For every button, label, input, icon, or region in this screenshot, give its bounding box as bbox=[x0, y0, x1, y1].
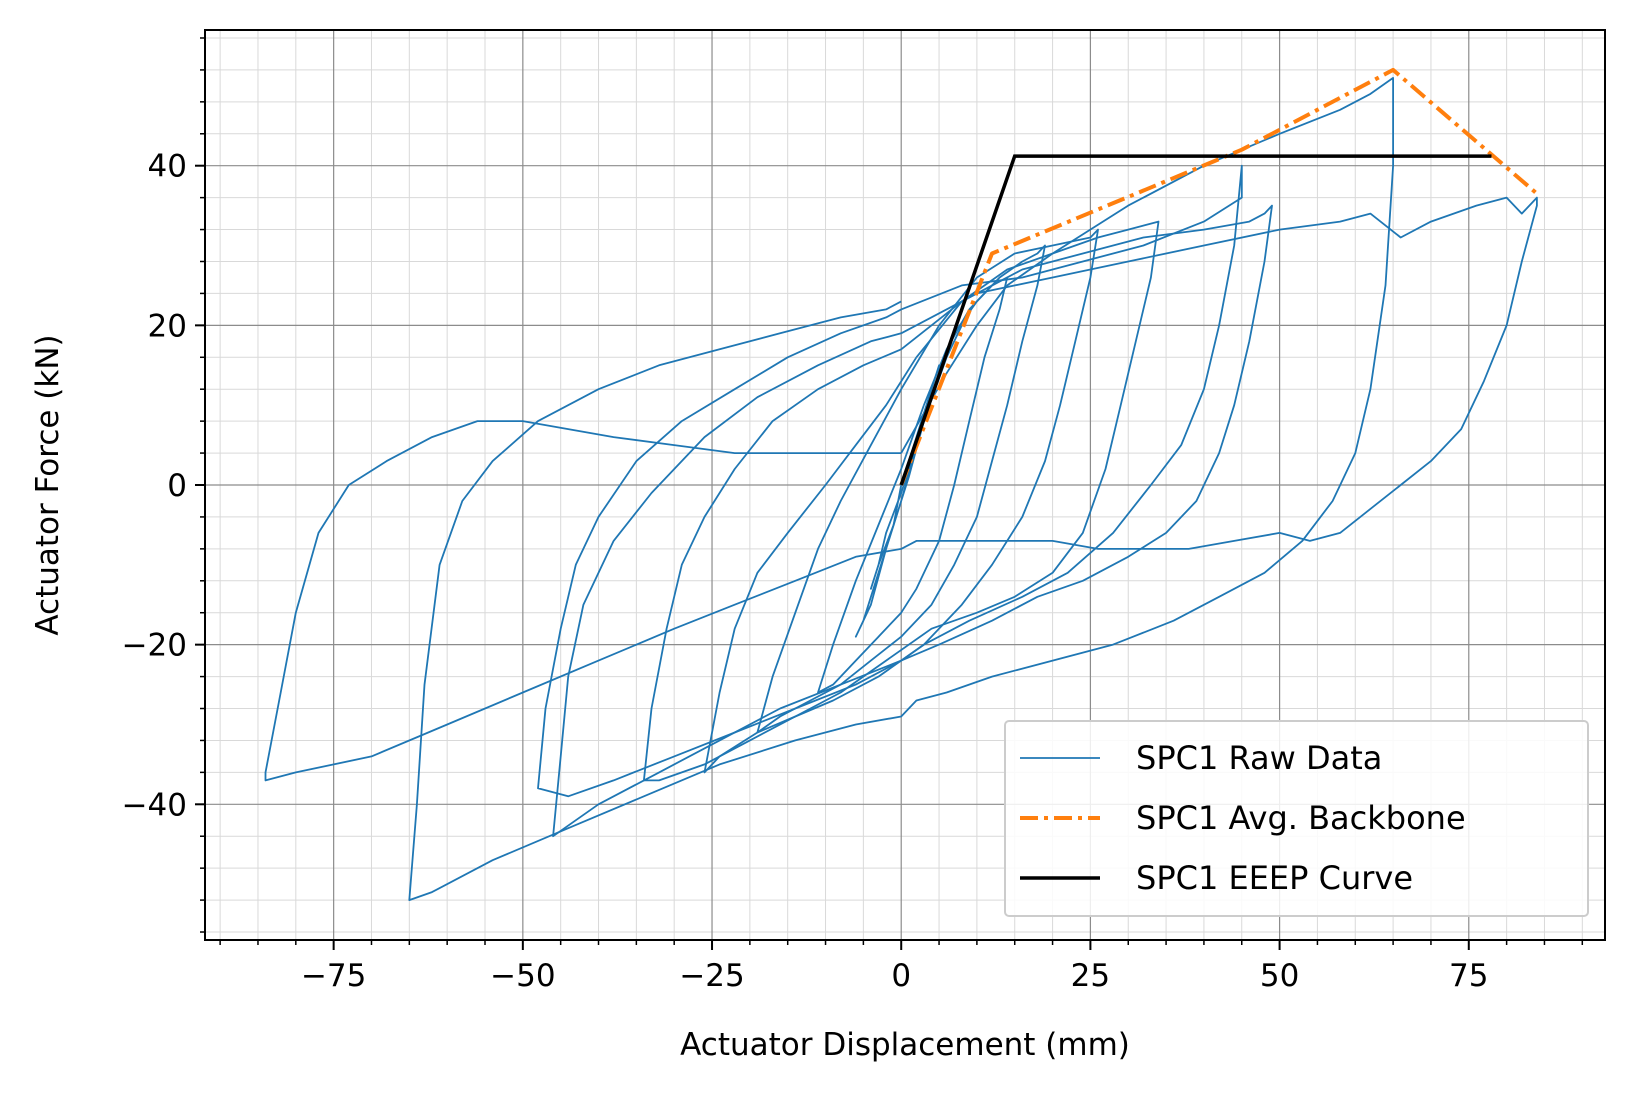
legend-label-raw-data: SPC1 Raw Data bbox=[1136, 739, 1382, 777]
x-axis-label: Actuator Displacement (mm) bbox=[680, 1027, 1130, 1063]
legend: SPC1 Raw Data SPC1 Avg. Backbone SPC1 EE… bbox=[1004, 720, 1589, 917]
legend-label-eeep-curve: SPC1 EEEP Curve bbox=[1136, 859, 1413, 897]
raw-data-loop-9 bbox=[264, 196, 1538, 782]
raw-data-loop-1 bbox=[870, 364, 940, 590]
eeep-curve-line bbox=[899, 154, 1492, 486]
plot-series bbox=[264, 67, 1539, 901]
x-tick-label: 25 bbox=[1071, 958, 1110, 994]
x-tick-label: 0 bbox=[891, 958, 911, 994]
raw-data-loop-8 bbox=[552, 164, 1243, 838]
y-tick-label: −40 bbox=[122, 787, 187, 823]
raw-data-loop-4 bbox=[756, 244, 1046, 734]
raw-data-loop-7 bbox=[537, 204, 1273, 798]
avg-backbone-line bbox=[899, 67, 1539, 486]
y-axis-label: Actuator Force (kN) bbox=[30, 334, 66, 635]
y-tick-label: 20 bbox=[148, 308, 187, 344]
raw-data-loop-6 bbox=[643, 220, 1160, 782]
y-tick-label: −20 bbox=[122, 628, 187, 664]
x-tick-label: −25 bbox=[679, 958, 744, 994]
x-tick-label: 75 bbox=[1449, 958, 1488, 994]
legend-box bbox=[1004, 720, 1589, 917]
y-tick-label: 0 bbox=[167, 468, 187, 504]
x-tick-label: 50 bbox=[1260, 958, 1299, 994]
legend-label-avg-backbone: SPC1 Avg. Backbone bbox=[1136, 799, 1466, 837]
x-tick-label: −75 bbox=[301, 958, 366, 994]
raw-data-loop-2 bbox=[854, 324, 963, 638]
y-tick-label: 40 bbox=[148, 149, 187, 185]
raw-data-loop-10 bbox=[408, 77, 1394, 901]
axis-ticks bbox=[195, 37, 1584, 950]
tick-labels: −75 −50 −25 0 25 50 75 −40 −20 0 20 40 bbox=[122, 149, 1489, 994]
x-tick-label: −50 bbox=[490, 958, 555, 994]
